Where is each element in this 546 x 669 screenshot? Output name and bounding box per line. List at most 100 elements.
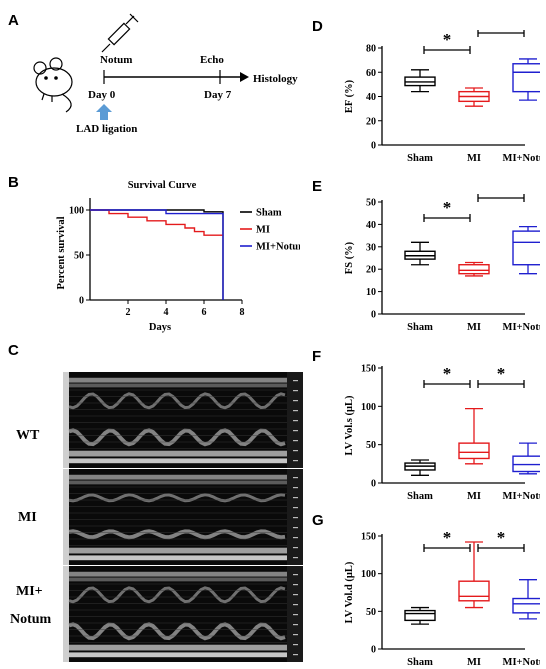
echo-scale-tick [293,410,298,412]
sig-star: * [443,528,452,547]
y-axis-label: FS (%) [344,241,355,274]
y-tick-label: 150 [361,532,376,543]
lad-ligation-label: LAD ligation [76,123,137,135]
box-mi [458,264,490,275]
echo-scale-tick [293,430,298,432]
echo-row-label-wt: WT [16,428,40,443]
echo-row-label-mi-notum-2: Notum [10,612,52,627]
y-tick-label: 40 [366,92,376,103]
y-tick-label: 100 [361,569,376,580]
y-tick-label: 0 [371,645,376,656]
y-tick-label: 50 [366,198,376,209]
x-tick-label: 2 [126,307,131,318]
echo-wall-lower [68,622,286,641]
echo-scale-tick [293,487,298,489]
y-tick-label: 50 [366,440,376,451]
echo-scale-tick [293,517,298,519]
y-tick-label: 60 [366,68,376,79]
x-category-label: MI+Notum [503,491,540,502]
echo-scale-tick [293,507,298,509]
legend-label: MI [256,225,270,236]
x-category-label: Sham [407,491,433,502]
notum-label: Notum [100,54,132,66]
series-line-mi [90,209,223,236]
echo-band [69,458,287,464]
echo-scale-tick [293,380,298,382]
legend-label: MI+Notum [256,242,300,253]
mouse-icon [33,57,73,113]
sig-star: * [497,364,506,383]
y-tick-label: 20 [366,265,376,276]
y-tick-label: 100 [69,206,84,217]
panel-label-c: C [8,342,19,359]
y-tick-label: 0 [371,141,376,152]
y-axis-label: EF (%) [344,79,355,113]
echocardiogram-images [63,372,303,662]
box-mi-notum [512,455,540,473]
echo-row-label-mi-notum: MI+ [16,584,43,599]
legend-label: Sham [256,208,282,219]
echo-scale-tick [293,460,298,462]
echo-band [69,547,287,554]
y-tick-label: 0 [79,296,84,307]
x-category-label: MI [467,657,481,668]
y-tick-label: 0 [371,310,376,321]
x-category-label: Sham [407,153,433,164]
sig-star: * [443,364,452,383]
echo-scale-tick [293,440,298,442]
x-category-label: MI [467,322,481,333]
y-axis-label: LV Vol.s (μL) [344,395,355,455]
echo-left-strip [63,566,69,662]
echo-band [69,474,287,480]
echo-band [69,377,287,383]
x-category-label: Sham [407,657,433,668]
echo-scale-tick [293,400,298,402]
x-category-label: Sham [407,322,433,333]
box-mi [458,580,490,602]
box-sham [404,609,436,622]
up-arrow-icon [96,104,112,120]
y-tick-label: 50 [366,607,376,618]
sig-star: * [443,30,452,49]
echo-scale-tick [293,584,298,586]
x-category-label: MI [467,491,481,502]
y-tick-label: 50 [74,251,84,262]
x-category-label: MI+Notum [503,153,540,164]
echo-scale-tick [293,420,298,422]
echo-band [69,383,287,388]
sig-star: * [497,528,506,547]
sig-star: * [497,192,506,197]
x-category-label: MI [467,153,481,164]
echo-band [69,480,287,485]
panel-label-g: G [312,512,324,529]
x-category-label: MI+Notum [503,657,540,668]
lv-vols-boxplot: 0 50 100 150 LV Vol.s (μL) Sham MI MI+Notum * * [344,364,540,502]
y-tick-label: 30 [366,242,376,253]
box-mi [458,442,490,460]
y-tick-label: 20 [366,116,376,127]
histology-label: Histology [253,73,298,85]
echo-scale-tick [293,497,298,499]
panel-label-d: D [312,18,323,35]
x-axis-label: Days [149,322,171,333]
echo-label: Echo [200,54,224,66]
echo-left-strip [63,469,69,565]
echo-scale-tick [293,614,298,616]
sig-star: * [497,30,506,32]
box-mi-notum [512,597,540,614]
echo-scale-tick [293,634,298,636]
panel-label-f: F [312,348,322,365]
panel-label-a: A [8,12,19,29]
x-tick-label: 4 [164,307,169,318]
echo-scale-tick [293,624,298,626]
day0-label: Day 0 [88,89,116,101]
echo-scale-tick [293,547,298,549]
chart-title: Survival Curve [128,180,197,191]
echo-band [69,577,287,582]
echo-scale-tick [293,574,298,576]
y-axis-label: LV Vol.d (μL) [344,561,355,623]
echo-row-label-mi: MI [18,510,37,525]
echo-scale-tick [293,654,298,656]
y-tick-label: 80 [366,44,376,55]
y-tick-label: 150 [361,364,376,375]
